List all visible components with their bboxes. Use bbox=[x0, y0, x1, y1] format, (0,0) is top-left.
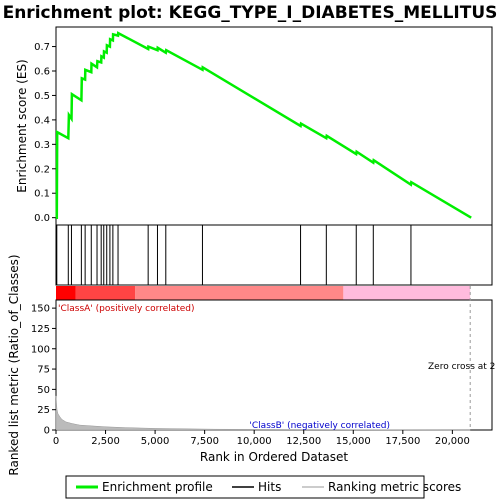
x-tick-label: 2,500 bbox=[91, 436, 120, 447]
x-tick-label: 5,000 bbox=[141, 436, 170, 447]
metric-ytick-label: 75 bbox=[37, 365, 50, 376]
metric-ytick-label: 125 bbox=[31, 324, 50, 335]
x-axis-label: Rank in Ordered Dataset bbox=[200, 450, 348, 464]
rank-bar-segment bbox=[56, 286, 76, 300]
legend-label: Hits bbox=[258, 480, 281, 494]
es-ytick-label: 0.6 bbox=[34, 67, 50, 78]
legend-label: Enrichment profile bbox=[102, 480, 213, 494]
x-tick-label: 0 bbox=[53, 436, 59, 447]
es-ytick-label: 0.5 bbox=[34, 91, 50, 102]
es-ytick-label: 0.4 bbox=[34, 115, 50, 126]
metric-ytick-label: 150 bbox=[31, 304, 50, 315]
zero-cross-label: Zero cross at 2 bbox=[428, 362, 495, 372]
es-ytick-label: 0.1 bbox=[34, 189, 50, 200]
es-panel-frame bbox=[55, 26, 493, 226]
metric-ytick-label: 25 bbox=[37, 405, 50, 416]
metric-ytick-label: 50 bbox=[37, 385, 50, 396]
metric-ytick-label: 100 bbox=[31, 344, 50, 355]
x-tick-label: 17,500 bbox=[385, 436, 420, 447]
es-ytick-label: 0.7 bbox=[34, 42, 50, 53]
x-tick-label: 7,500 bbox=[190, 436, 219, 447]
chart-title: Enrichment plot: KEGG_TYPE_I_DIABETES_ME… bbox=[3, 3, 498, 23]
metric-ytick-label: 0 bbox=[44, 426, 50, 437]
rank-bar-segment bbox=[135, 286, 344, 300]
metric-ylabel: Ranked list metric (Ratio_of_Classes) bbox=[7, 254, 21, 475]
ranking-metric-area bbox=[55, 395, 471, 431]
es-ytick-label: 0.0 bbox=[34, 213, 50, 224]
legend-label: Ranking metric scores bbox=[328, 480, 461, 494]
es-ytick-label: 0.2 bbox=[34, 164, 50, 175]
rank-bar-segment bbox=[343, 286, 471, 300]
rank-color-bar bbox=[56, 286, 471, 300]
rank-bar-segment bbox=[75, 286, 136, 300]
x-tick-label: 10,000 bbox=[237, 436, 272, 447]
es-ytick-label: 0.3 bbox=[34, 140, 50, 151]
enrichment-profile-line bbox=[55, 31, 472, 219]
x-tick-label: 12,500 bbox=[286, 436, 321, 447]
x-tick-label: 15,000 bbox=[336, 436, 371, 447]
class-b-label: 'ClassB' (negatively correlated) bbox=[249, 421, 390, 431]
es-ylabel: Enrichment score (ES) bbox=[15, 59, 29, 192]
class-a-label: 'ClassA' (positively correlated) bbox=[58, 304, 195, 314]
hits-panel-frame bbox=[55, 224, 493, 286]
metric-panel-frame bbox=[55, 299, 493, 431]
x-tick-label: 20,000 bbox=[435, 436, 470, 447]
